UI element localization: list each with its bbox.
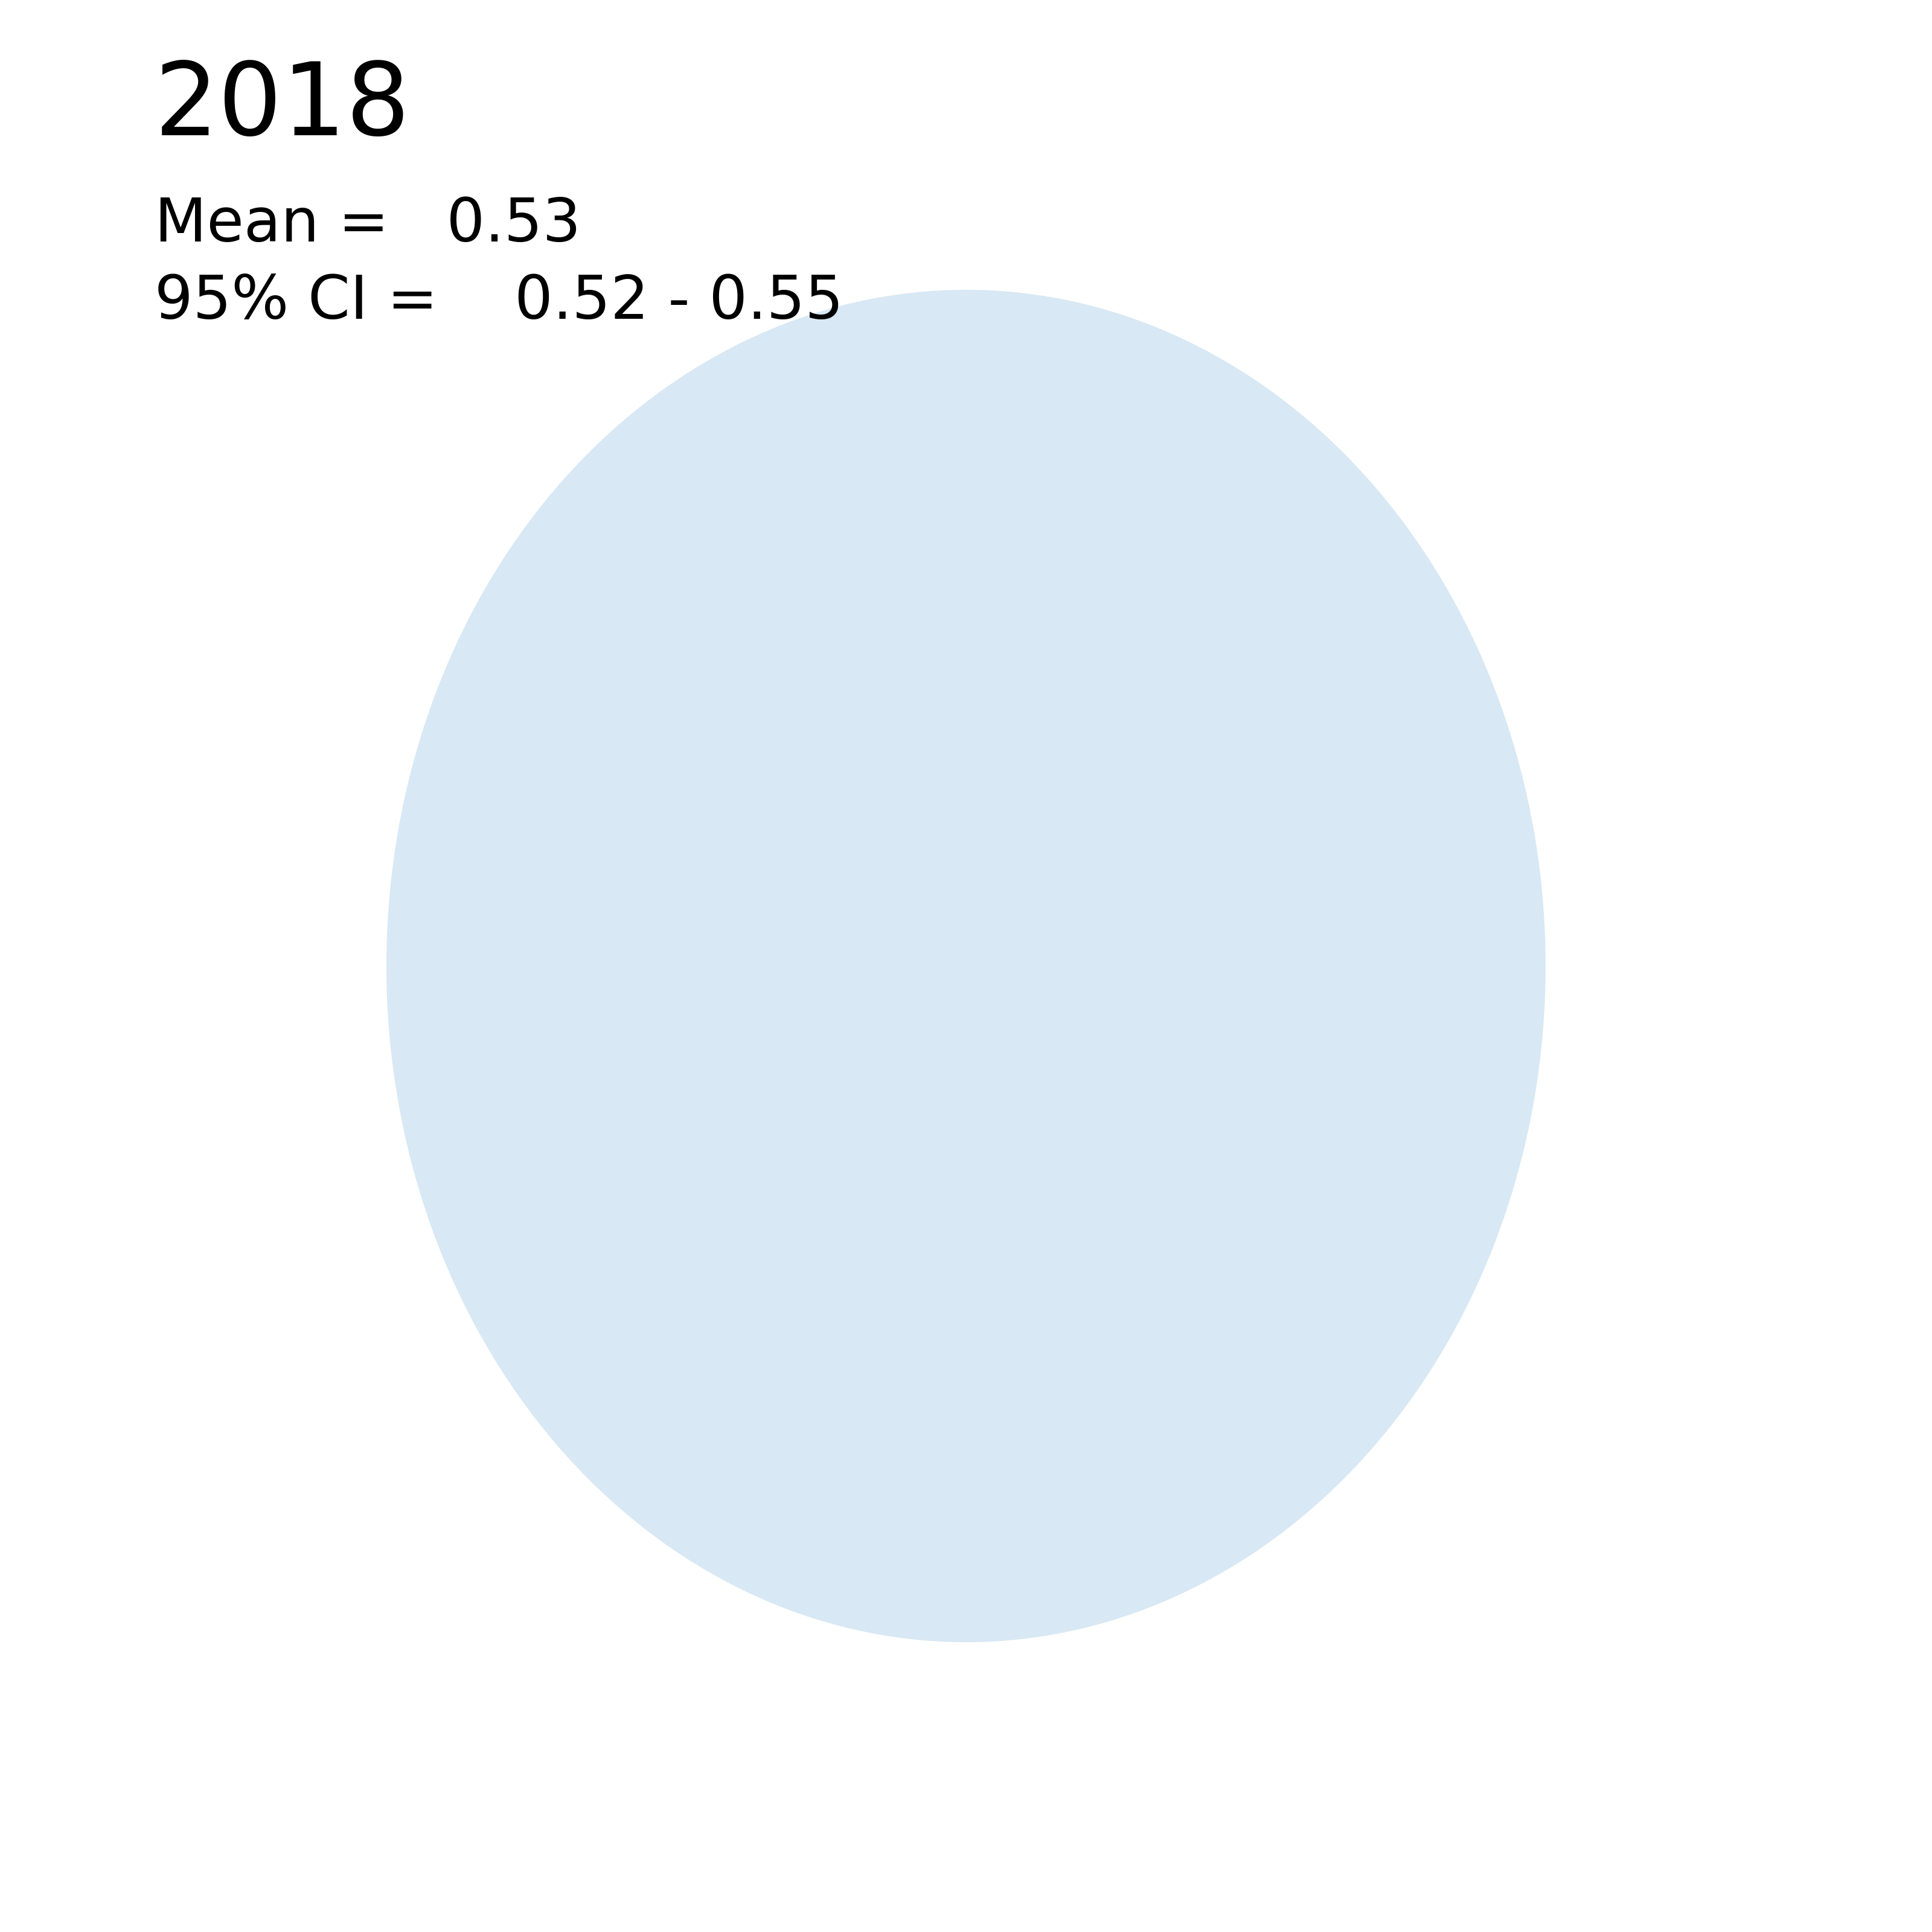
Ellipse shape	[386, 290, 1546, 1642]
Text: 2018: 2018	[155, 58, 410, 156]
Text: 95% CI =    0.52 - 0.55: 95% CI = 0.52 - 0.55	[155, 272, 844, 332]
Text: Mean =   0.53: Mean = 0.53	[155, 195, 582, 255]
